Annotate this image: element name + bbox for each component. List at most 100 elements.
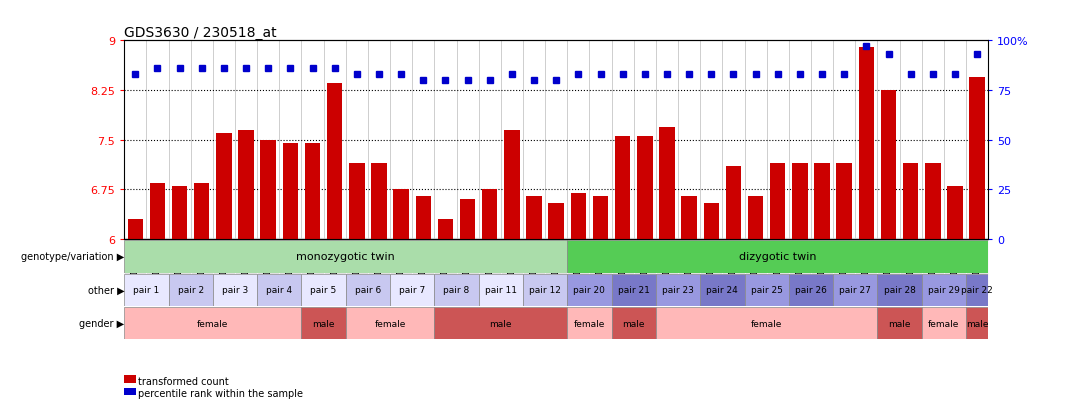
Bar: [593, 197, 608, 240]
Text: transformed count: transformed count: [138, 376, 229, 386]
Text: male: male: [966, 319, 988, 328]
Bar: [526, 197, 542, 240]
Bar: [877, 307, 921, 339]
Text: female: female: [198, 319, 229, 328]
Text: pair 25: pair 25: [751, 286, 783, 294]
Bar: [656, 307, 877, 339]
Bar: [567, 274, 611, 306]
Text: pair 7: pair 7: [400, 286, 426, 294]
Bar: [393, 190, 409, 240]
Bar: [194, 183, 210, 240]
Text: pair 28: pair 28: [883, 286, 916, 294]
Bar: [836, 164, 852, 240]
Text: pair 23: pair 23: [662, 286, 694, 294]
Text: gender ▶: gender ▶: [79, 318, 124, 328]
Text: pair 27: pair 27: [839, 286, 872, 294]
Bar: [150, 183, 165, 240]
Text: male: male: [622, 319, 645, 328]
Bar: [124, 307, 301, 339]
Text: pair 4: pair 4: [266, 286, 293, 294]
Bar: [792, 164, 808, 240]
Bar: [416, 197, 431, 240]
Bar: [611, 307, 656, 339]
Bar: [921, 274, 966, 306]
Bar: [239, 131, 254, 240]
Bar: [966, 307, 988, 339]
Bar: [504, 131, 519, 240]
Bar: [216, 134, 231, 240]
Bar: [460, 200, 475, 240]
Bar: [833, 274, 877, 306]
Bar: [434, 307, 567, 339]
Bar: [523, 274, 567, 306]
Bar: [570, 193, 586, 240]
Bar: [346, 274, 390, 306]
Text: percentile rank within the sample: percentile rank within the sample: [138, 388, 302, 398]
Text: pair 5: pair 5: [310, 286, 337, 294]
Bar: [482, 190, 498, 240]
Bar: [124, 274, 168, 306]
Bar: [859, 48, 874, 240]
Text: other ▶: other ▶: [87, 285, 124, 295]
Text: pair 29: pair 29: [928, 286, 960, 294]
Bar: [744, 274, 788, 306]
Bar: [168, 274, 213, 306]
Text: pair 6: pair 6: [354, 286, 381, 294]
Bar: [478, 274, 523, 306]
Text: pair 24: pair 24: [706, 286, 739, 294]
Bar: [437, 220, 454, 240]
Bar: [172, 187, 187, 240]
Bar: [567, 307, 611, 339]
Bar: [700, 274, 744, 306]
Bar: [567, 241, 988, 273]
Bar: [301, 307, 346, 339]
Text: pair 3: pair 3: [221, 286, 248, 294]
Bar: [305, 144, 321, 240]
Bar: [681, 197, 697, 240]
Bar: [788, 274, 833, 306]
Bar: [947, 187, 962, 240]
Bar: [124, 241, 567, 273]
Bar: [926, 164, 941, 240]
Text: male: male: [889, 319, 910, 328]
Bar: [349, 164, 365, 240]
Text: female: female: [928, 319, 959, 328]
Text: pair 1: pair 1: [133, 286, 160, 294]
Text: female: female: [573, 319, 605, 328]
Text: male: male: [312, 319, 335, 328]
Bar: [770, 164, 785, 240]
Bar: [814, 164, 829, 240]
Bar: [881, 91, 896, 240]
Text: dizygotic twin: dizygotic twin: [739, 252, 816, 262]
Text: female: female: [375, 319, 406, 328]
Bar: [260, 140, 276, 240]
Bar: [390, 274, 434, 306]
Bar: [921, 307, 966, 339]
Bar: [970, 78, 985, 240]
Bar: [637, 137, 652, 240]
Bar: [726, 167, 741, 240]
Bar: [747, 197, 764, 240]
Text: genotype/variation ▶: genotype/variation ▶: [21, 252, 124, 262]
Text: pair 26: pair 26: [795, 286, 827, 294]
Text: pair 2: pair 2: [177, 286, 204, 294]
Bar: [127, 220, 143, 240]
Bar: [659, 127, 675, 240]
Bar: [372, 164, 387, 240]
Bar: [966, 274, 988, 306]
Bar: [656, 274, 700, 306]
Bar: [903, 164, 918, 240]
Text: female: female: [751, 319, 782, 328]
Text: pair 22: pair 22: [961, 286, 993, 294]
Bar: [301, 274, 346, 306]
Bar: [434, 274, 478, 306]
Text: monozygotic twin: monozygotic twin: [296, 252, 395, 262]
Text: male: male: [489, 319, 512, 328]
Text: pair 20: pair 20: [573, 286, 606, 294]
Bar: [549, 203, 564, 240]
Bar: [346, 307, 434, 339]
Text: pair 8: pair 8: [444, 286, 470, 294]
Bar: [703, 203, 719, 240]
Bar: [283, 144, 298, 240]
Bar: [257, 274, 301, 306]
